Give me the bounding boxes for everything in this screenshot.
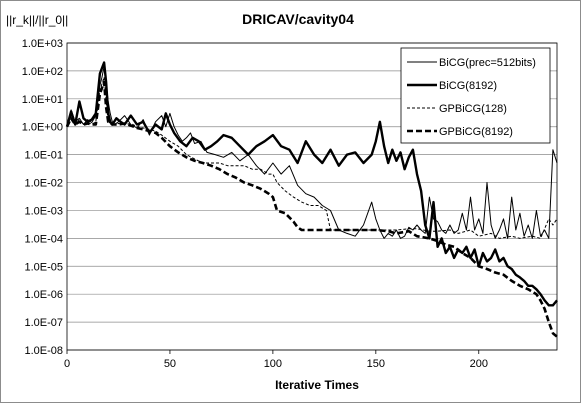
x-tick-label: 200 [470, 358, 488, 370]
y-tick-label: 1.0E+00 [22, 122, 63, 134]
legend-label-1: BiCG(8192) [439, 80, 497, 92]
y-tick-label: 1.0E-01 [24, 150, 63, 162]
x-tick-label: 150 [367, 358, 385, 370]
x-axis-label: Iterative Times [275, 378, 359, 392]
x-tick-label: 50 [164, 358, 176, 370]
x-tick-labels: 0 50 100 150 200 [64, 350, 488, 370]
y-tick-label: 1.0E-04 [24, 233, 63, 245]
y-tick-label: 1.0E+01 [22, 94, 63, 106]
series-line-2 [66, 76, 558, 239]
y-tick-label: 1.0E-06 [24, 289, 63, 301]
x-tick-label: 100 [264, 358, 282, 370]
y-axis-label: ||r_k||/||r_0|| [6, 13, 68, 27]
y-tick-labels: 1.0E+03 1.0E+02 1.0E+01 1.0E+00 1.0E-01 1.0E-… [22, 38, 63, 357]
y-tick-label: 1.0E-03 [24, 205, 63, 217]
legend-label-0: BiCG(prec=512bits) [439, 57, 536, 69]
chart-title: DRICAV/cavity04 [242, 11, 354, 27]
y-tick-label: 1.0E-02 [24, 178, 63, 190]
y-tick-label: 1.0E-05 [24, 261, 63, 273]
y-tick-label: 1.0E+02 [22, 66, 63, 78]
legend-label-3: GPBiCG(8192) [439, 126, 513, 138]
x-tick-label: 0 [64, 358, 70, 370]
series-lines [65, 61, 558, 338]
y-tick-label: 1.0E+03 [22, 38, 63, 50]
y-tick-label: 1.0E-08 [24, 345, 63, 357]
legend-label-2: GPBiCG(128) [439, 103, 507, 115]
legend: BiCG(prec=512bits) BiCG(8192) GPBiCG(128) G… [400, 47, 551, 144]
plot-area-border [66, 42, 558, 351]
legend-box [400, 47, 551, 144]
y-tick-label: 1.0E-07 [24, 317, 63, 329]
